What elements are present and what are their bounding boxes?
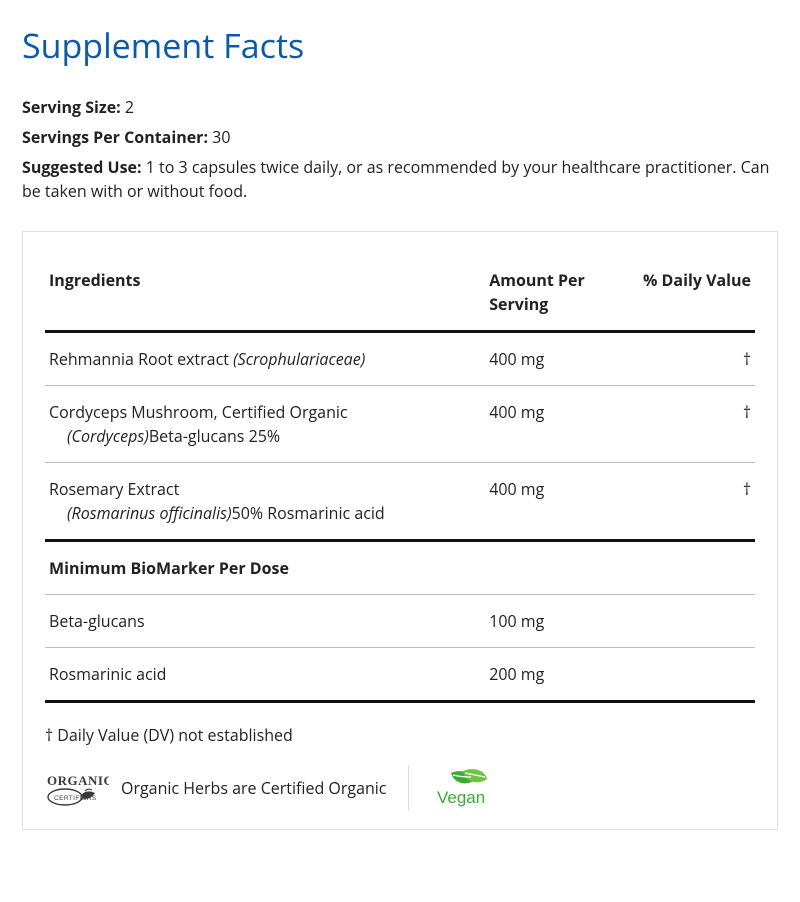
svg-text:ORGANIC: ORGANIC (47, 773, 109, 788)
ingredient-subline: Beta-glucans 25% (149, 425, 280, 447)
dv-footnote: † Daily Value (DV) not established (45, 723, 755, 747)
vegan-badge-group: Vegan (431, 767, 501, 809)
ingredient-dv: † (627, 463, 755, 541)
serving-size-line: Serving Size: 2 (22, 95, 778, 119)
table-row: Beta-glucans 100 mg (45, 595, 755, 648)
biomarker-amount: 200 mg (485, 648, 627, 702)
ingredient-name: Cordyceps Mushroom, Certified Organic (49, 401, 348, 423)
servings-per-container-value: 30 (208, 126, 230, 148)
ingredient-dv: † (627, 386, 755, 463)
suggested-use-line: Suggested Use: 1 to 3 capsules twice dai… (22, 155, 778, 203)
biomarker-amount: 100 mg (485, 595, 627, 648)
vegan-icon: Vegan (431, 767, 501, 809)
ingredient-name: Rehmannia Root extract (49, 348, 233, 370)
table-row: Rosmarinic acid 200 mg (45, 648, 755, 702)
ingredient-amount: 400 mg (485, 332, 627, 386)
ingredient-amount: 400 mg (485, 463, 627, 541)
badge-divider (408, 765, 409, 811)
biomarker-name: Beta-glucans (45, 595, 485, 648)
ingredient-name: Rosemary Extract (49, 478, 179, 500)
servings-per-container-label: Servings Per Container: (22, 126, 208, 148)
biomarker-name: Rosmarinic acid (45, 648, 485, 702)
ingredient-scientific: (Scrophulariaceae) (233, 348, 365, 370)
serving-size-value: 2 (121, 96, 134, 118)
svg-text:Vegan: Vegan (437, 788, 485, 807)
organic-certifiers-icon: ORGANIC CERTIFIERS (45, 767, 109, 809)
table-row: Rehmannia Root extract (Scrophulariaceae… (45, 332, 755, 386)
facts-table: Ingredients Amount Per Serving % Daily V… (45, 254, 755, 703)
suggested-use-label: Suggested Use: (22, 156, 142, 178)
table-header-row: Ingredients Amount Per Serving % Daily V… (45, 254, 755, 332)
page-title: Supplement Facts (22, 20, 778, 71)
servings-per-container-line: Servings Per Container: 30 (22, 125, 778, 149)
organic-badge-text: Organic Herbs are Certified Organic (121, 776, 386, 800)
header-amount: Amount Per Serving (485, 254, 627, 332)
section-heading: Minimum BioMarker Per Dose (45, 541, 755, 595)
ingredient-scientific: (Cordyceps) (67, 425, 149, 447)
ingredient-dv: † (627, 332, 755, 386)
header-dv: % Daily Value (627, 254, 755, 332)
organic-badge-group: ORGANIC CERTIFIERS Organic Herbs are Cer… (45, 767, 386, 809)
badges-row: ORGANIC CERTIFIERS Organic Herbs are Cer… (45, 765, 755, 811)
section-heading-row: Minimum BioMarker Per Dose (45, 541, 755, 595)
ingredient-amount: 400 mg (485, 386, 627, 463)
facts-panel: Ingredients Amount Per Serving % Daily V… (22, 231, 778, 830)
serving-size-label: Serving Size: (22, 96, 121, 118)
header-ingredients: Ingredients (45, 254, 485, 332)
table-row: Cordyceps Mushroom, Certified Organic (C… (45, 386, 755, 463)
ingredient-scientific: (Rosmarinus officinalis) (67, 502, 232, 524)
table-row: Rosemary Extract (Rosmarinus officinalis… (45, 463, 755, 541)
ingredient-subline: 50% Rosmarinic acid (232, 502, 385, 524)
